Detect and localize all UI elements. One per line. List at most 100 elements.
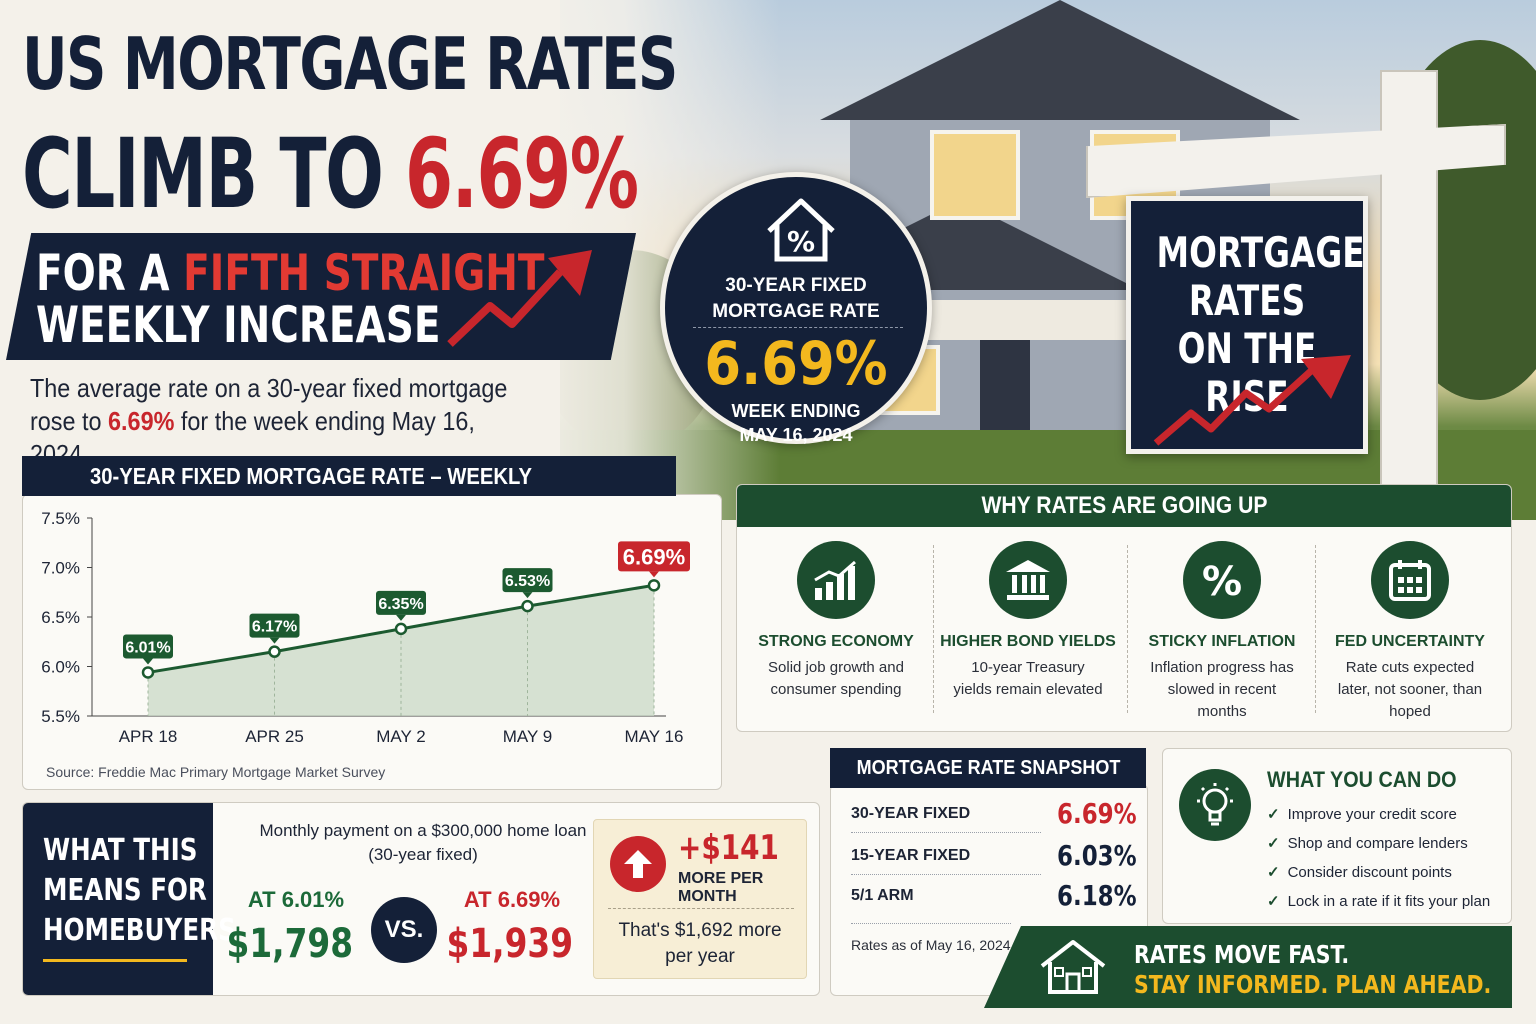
- data-label-pointer: [522, 592, 533, 599]
- todo-item-text: Shop and compare lenders: [1287, 835, 1468, 852]
- homebuyers-subtitle-2: (30-year fixed): [368, 845, 478, 864]
- y-tick-label: 7.0%: [41, 559, 80, 578]
- intro-rate: 6.69%: [108, 406, 175, 436]
- why-item-desc: Rate cuts expected later, not sooner, th…: [1337, 659, 1483, 720]
- homebuyers-panel: WHAT THIS MEANS FOR HOMEBUYERS Monthly p…: [22, 802, 820, 996]
- growth-chart-icon: [797, 541, 875, 619]
- low-payment-amount: $1,798: [226, 921, 354, 967]
- snapshot-value: 6.18%: [1057, 879, 1137, 912]
- headline-prefix: CLIMB TO: [22, 118, 406, 230]
- why-item-desc: 10-year Treasury yields remain elevated: [953, 659, 1103, 698]
- increase-callout: +$141 MORE PER MONTH That's $1,692 more …: [593, 819, 807, 979]
- high-payment-amount: $1,939: [446, 921, 574, 967]
- why-item-bonds: HIGHER BOND YIELDS 10-year Treasury yiel…: [931, 537, 1125, 701]
- todo-item-text: Improve your credit score: [1287, 806, 1457, 823]
- snapshot-row: 15-YEAR FIXED 6.03%: [851, 839, 1137, 875]
- data-label-bg: [249, 613, 300, 638]
- snapshot-label: 5/1 ARM: [851, 887, 914, 904]
- why-item-title: FED UNCERTAINTY: [1335, 633, 1485, 650]
- why-rates-title: WHY RATES ARE GOING UP: [737, 485, 1511, 527]
- y-tick-label: 5.5%: [41, 707, 80, 726]
- todo-item: ✓ Consider discount points: [1267, 863, 1452, 881]
- why-item-economy: STRONG ECONOMY Solid job growth and cons…: [739, 537, 933, 701]
- check-icon: ✓: [1267, 893, 1280, 910]
- todo-item: ✓ Shop and compare lenders: [1267, 834, 1468, 852]
- data-label-bg: [618, 541, 690, 572]
- chart-source: Source: Freddie Mac Primary Mortgage Mar…: [46, 764, 386, 780]
- percent-house-icon: %: [767, 198, 835, 262]
- why-item-desc: Inflation progress has slowed in recent …: [1150, 659, 1294, 720]
- x-tick-label: MAY 9: [503, 727, 552, 746]
- homebuyers-title-3: HOMEBUYERS: [43, 913, 236, 948]
- data-label-bg: [376, 590, 426, 615]
- data-point: [521, 599, 534, 613]
- why-divider: [933, 545, 934, 713]
- homebuyers-subtitle: Monthly payment on a $300,000 home loan …: [233, 819, 613, 867]
- todo-item: ✓ Improve your credit score: [1267, 805, 1457, 823]
- intro-before: The average rate on a 30-year fixed mort…: [30, 373, 508, 436]
- y-tick-label: 6.0%: [41, 658, 80, 677]
- banner-highlight: FIFTH STRAIGHT: [183, 244, 545, 302]
- homebuyers-title: WHAT THIS MEANS FOR HOMEBUYERS: [43, 831, 236, 951]
- todo-item-text: Consider discount points: [1287, 864, 1452, 881]
- sign-line-1: MORTGAGE: [1156, 228, 1365, 277]
- homebuyers-title-block: WHAT THIS MEANS FOR HOMEBUYERS: [23, 803, 236, 995]
- headline-line-2: CLIMB TO 6.69%: [22, 118, 639, 230]
- badge-week-1: WEEK ENDING: [731, 401, 861, 421]
- badge-rate-value: 6.69%: [704, 329, 888, 399]
- yearly-increase: That's $1,692 more per year: [594, 918, 806, 970]
- badge-label-1: 30-YEAR FIXED: [725, 275, 867, 296]
- snapshot-note: Rates as of May 16, 2024: [851, 937, 1011, 953]
- snapshot-row: 5/1 ARM 6.18%: [851, 879, 1137, 915]
- todo-item: ✓ Lock in a rate if it fits your plan: [1267, 892, 1490, 910]
- snapshot-value: 6.69%: [1057, 797, 1137, 830]
- what-you-can-do-panel: WHAT YOU CAN DO ✓ Improve your credit sco…: [1162, 748, 1512, 924]
- trend-chart: 7.5% 7.0% 6.5% 6.0% 5.5% 6.01% APR 18 6.17% APR …: [41, 509, 690, 746]
- homebuyers-subtitle-1: Monthly payment on a $300,000 home loan: [259, 821, 587, 840]
- snapshot-title-text: MORTGAGE RATE SNAPSHOT: [856, 757, 1120, 779]
- yearly-increase-2: per year: [665, 946, 735, 967]
- why-item-inflation: % STICKY INFLATION Inflation progress ha…: [1125, 537, 1319, 723]
- check-icon: ✓: [1267, 806, 1280, 823]
- todo-item-text: Lock in a rate if it fits your plan: [1287, 893, 1491, 910]
- sign-rising-arrow-icon: [1153, 355, 1351, 446]
- snapshot-row: 30-YEAR FIXED 6.69%: [851, 797, 1137, 833]
- banner-line-1: FOR A FIFTH STRAIGHT: [36, 244, 544, 302]
- y-tick-label: 6.5%: [41, 608, 80, 627]
- banner-line-2: WEEKLY INCREASE: [36, 296, 441, 354]
- snapshot-label: 30-YEAR FIXED: [851, 805, 971, 822]
- percent-icon: %: [1183, 541, 1261, 619]
- lightbulb-icon: [1179, 769, 1251, 841]
- homebuyers-title-2: MEANS FOR: [43, 873, 207, 908]
- y-tick-label: 7.5%: [41, 509, 80, 528]
- why-divider: [1315, 545, 1316, 713]
- homebuyers-title-1: WHAT THIS: [43, 833, 198, 868]
- intro-after: for the week ending May 16, 2024.: [30, 406, 475, 469]
- snapshot-divider: [851, 923, 1011, 924]
- badge-week: WEEK ENDING MAY 16, 2024: [665, 399, 927, 447]
- headline-banner: [6, 233, 636, 360]
- yearly-increase-1: That's $1,692 more: [618, 920, 782, 941]
- trend-chart-title: 30-YEAR FIXED MORTGAGE RATE – WEEKLY TRE…: [22, 456, 676, 496]
- why-rates-panel: WHY RATES ARE GOING UP STRONG ECONOMY So…: [736, 484, 1512, 732]
- mortgage-yard-sign: MORTGAGE RATES ON THE RISE: [1126, 196, 1368, 454]
- snapshot-label: 15-YEAR FIXED: [851, 847, 971, 864]
- snapshot-value: 6.03%: [1057, 839, 1137, 872]
- data-label: 6.17%: [252, 619, 297, 636]
- why-title-text: WHY RATES ARE GOING UP: [981, 492, 1267, 519]
- homebuyers-underline: [43, 959, 187, 962]
- data-point: [268, 645, 281, 658]
- x-tick-label: APR 25: [245, 727, 304, 746]
- check-icon: ✓: [1267, 864, 1280, 881]
- check-icon: ✓: [1267, 835, 1280, 852]
- trend-title-text: 30-YEAR FIXED MORTGAGE RATE – WEEKLY TRE…: [90, 463, 532, 489]
- banner-prefix: FOR A: [36, 244, 184, 302]
- headline-rate: 6.69%: [405, 118, 639, 230]
- monthly-increase: +$141: [678, 828, 779, 868]
- low-rate-label: AT 6.01%: [247, 887, 345, 912]
- badge-label-2: MORTGAGE RATE: [712, 301, 880, 322]
- banner-rising-arrow-icon: [447, 250, 592, 347]
- svg-text:%: %: [787, 225, 815, 258]
- why-item-title: STRONG ECONOMY: [758, 633, 914, 650]
- data-point: [141, 666, 155, 679]
